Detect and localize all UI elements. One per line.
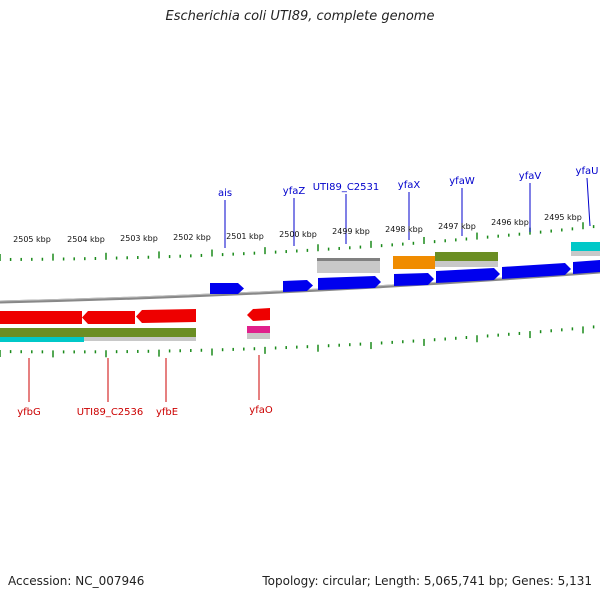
gene-yfaZ-arrow[interactable] [283, 280, 313, 292]
gene-label-ais[interactable]: ais [218, 188, 232, 199]
tick-label: 2503 kbp [120, 234, 158, 243]
gene-yfaV-arrow[interactable] [502, 263, 571, 279]
forward-gene-labels: ais yfaZ UTI89_C2531 yfaX yfaW yfaV yfaU [218, 166, 599, 248]
feature-magenta-lower [247, 326, 270, 333]
tick-labels: 2505 kbp 2504 kbp 2503 kbp 2502 kbp 2501 kbp… [13, 213, 582, 244]
gene-leader-line [586, 177, 591, 227]
gene-label-yfaU[interactable]: yfaU [576, 166, 599, 177]
tick-label: 2504 kbp [67, 235, 105, 244]
inner-tick-ring [0, 325, 595, 358]
tick-label: 2497 kbp [438, 222, 476, 231]
gene-yfaU-arrow[interactable] [573, 260, 600, 274]
tick-label: 2501 kbp [226, 232, 264, 241]
gene-label-UTI89_C2531[interactable]: UTI89_C2531 [313, 182, 380, 193]
outer-tick-ring [0, 222, 595, 261]
feature-grey-lower-2 [247, 333, 270, 339]
gene-label-UTI89_C2536[interactable]: UTI89_C2536 [77, 407, 144, 418]
gene-label-yfaW[interactable]: yfaW [449, 176, 475, 187]
gene-yfaX-arrow[interactable] [394, 273, 434, 286]
forward-features [210, 242, 600, 294]
reverse-gene-labels: yfbG UTI89_C2536 yfbE yfaO [17, 355, 273, 418]
gene-label-yfaX[interactable]: yfaX [398, 180, 421, 191]
reverse-features [0, 308, 270, 342]
gene-label-yfaO[interactable]: yfaO [249, 405, 273, 416]
feature-orange-block [393, 256, 435, 269]
gene-ais-arrow[interactable] [210, 283, 244, 294]
feature-cyan-lower [0, 337, 84, 342]
accession-text: Accession: NC_007946 [8, 574, 145, 588]
gene-yfbG-arrow[interactable] [0, 311, 82, 324]
gene-label-yfbG[interactable]: yfbG [17, 407, 41, 418]
feature-cyan-block [571, 242, 600, 251]
tick-label: 2499 kbp [332, 227, 370, 236]
gene-yfaO-arrow[interactable] [247, 308, 270, 321]
tick-label: 2502 kbp [173, 233, 211, 242]
tick-label: 2500 kbp [279, 230, 317, 239]
feature-olive-block [435, 252, 498, 261]
tick-label: 2505 kbp [13, 235, 51, 244]
gene-yfaW-arrow[interactable] [436, 268, 500, 283]
gene-label-yfaV[interactable]: yfaV [519, 171, 542, 182]
feature-olive-lower [0, 328, 196, 337]
tick-label: 2496 kbp [491, 218, 529, 227]
gene-yfbE-arrow[interactable] [136, 309, 196, 323]
tick-label: 2495 kbp [544, 213, 582, 222]
feature-grey-lower [84, 337, 196, 341]
gene-UTI89_C2531-arrow[interactable] [318, 276, 381, 290]
tick-label: 2498 kbp [385, 225, 423, 234]
topology-text: Topology: circular; Length: 5,065,741 bp… [262, 574, 592, 588]
feature-grey-block-2 [435, 261, 498, 267]
gene-label-yfbE[interactable]: yfbE [156, 407, 178, 418]
feature-grey-block [317, 260, 380, 273]
gene-UTI89_C2536-arrow[interactable] [82, 311, 135, 324]
gene-label-yfaZ[interactable]: yfaZ [283, 186, 306, 197]
map-title: Escherichia coli UTI89, complete genome [165, 9, 435, 24]
feature-grey-block-edge [317, 258, 380, 261]
feature-cyan-block-lower [571, 251, 600, 256]
